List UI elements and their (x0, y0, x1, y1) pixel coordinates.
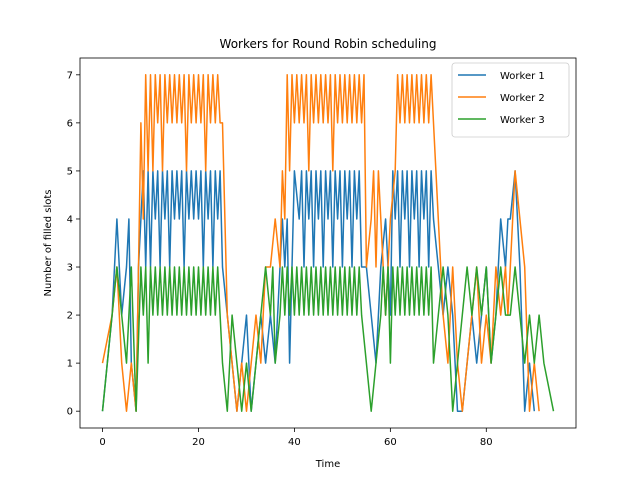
legend-label-worker-3: Worker 3 (500, 115, 545, 126)
x-axis-label: Time (315, 459, 340, 470)
y-axis-label: Number of filled slots (43, 190, 54, 297)
y-tick-label: 5 (67, 166, 73, 177)
y-tick-label: 0 (67, 407, 73, 418)
y-axis: 0 1 2 3 4 5 6 7 (67, 70, 80, 418)
x-tick-label: 60 (384, 437, 397, 448)
x-tick-label: 20 (192, 437, 205, 448)
legend: Worker 1 Worker 2 Worker 3 (451, 62, 570, 138)
series-line-worker-1 (101, 170, 536, 412)
series-line-worker-2 (101, 74, 540, 412)
x-axis: 0 20 40 60 80 (99, 428, 493, 448)
y-tick-label: 4 (67, 214, 73, 225)
plot-frame (79, 57, 577, 429)
series-line-worker-3 (101, 266, 555, 412)
y-tick-label: 6 (67, 118, 73, 129)
x-tick-label: 80 (480, 437, 493, 448)
y-tick-label: 1 (67, 359, 73, 370)
y-tick-label: 7 (67, 70, 73, 81)
legend-label-worker-1: Worker 1 (500, 71, 545, 82)
x-tick-label: 40 (288, 437, 301, 448)
series-layer (101, 74, 555, 412)
x-tick-label: 0 (99, 437, 105, 448)
y-tick-label: 3 (67, 263, 73, 274)
chart-title: Workers for Round Robin scheduling (220, 37, 437, 51)
y-tick-label: 2 (67, 311, 73, 322)
legend-label-worker-2: Worker 2 (500, 93, 545, 104)
